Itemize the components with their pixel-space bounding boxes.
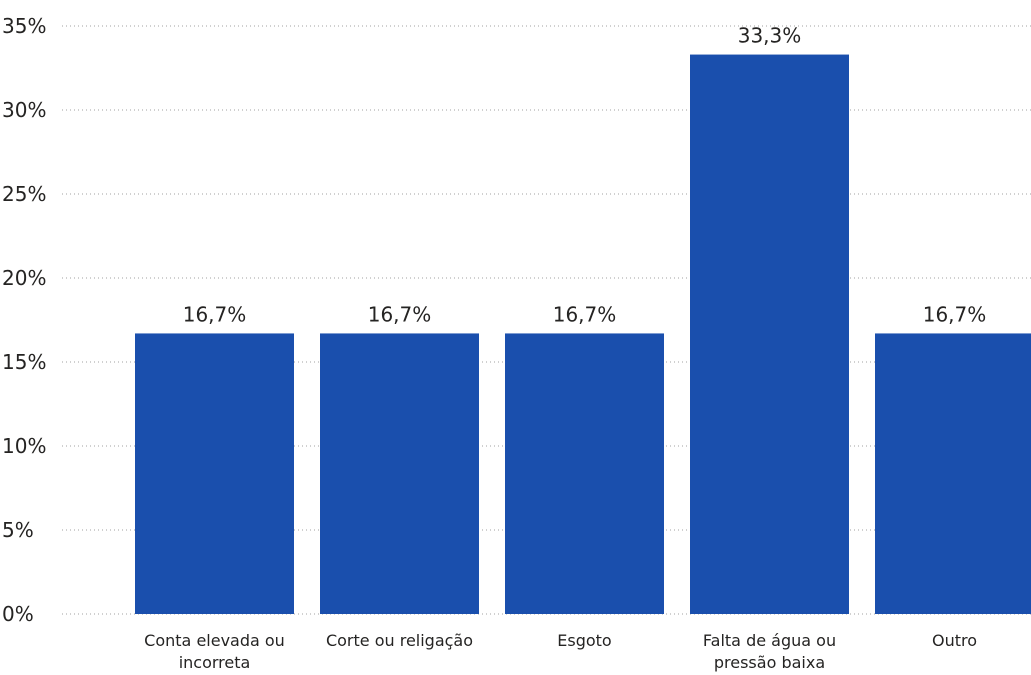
bar <box>505 333 664 614</box>
x-category-label: Corte ou religação <box>326 631 473 650</box>
y-tick-label: 5% <box>2 518 34 542</box>
y-axis-ticks: 0% 5% 10% 15% 20% 25% 30% 35% <box>2 14 46 626</box>
x-category-label: Falta de água ou pressão baixa <box>703 631 836 672</box>
bar <box>320 333 479 614</box>
x-category-label: Esgoto <box>557 631 611 650</box>
y-tick-label: 35% <box>2 14 46 38</box>
y-tick-label: 0% <box>2 602 34 626</box>
x-category-label-line: pressão baixa <box>714 653 825 672</box>
data-label: 16,7% <box>923 302 987 326</box>
bar <box>875 333 1031 614</box>
x-category-label-line: Corte ou religação <box>326 631 473 650</box>
x-category-label-line: incorreta <box>179 653 251 672</box>
y-tick-label: 30% <box>2 98 46 122</box>
y-tick-label: 20% <box>2 266 46 290</box>
data-label: 33,3% <box>738 24 802 48</box>
bar <box>135 333 294 614</box>
x-category-label: Conta elevada ou incorreta <box>144 631 285 672</box>
x-category-label-line: Conta elevada ou <box>144 631 285 650</box>
y-tick-label: 15% <box>2 350 46 374</box>
data-label: 16,7% <box>183 302 247 326</box>
data-labels: 16,7% 16,7% 16,7% 33,3% 16,7% <box>183 24 987 327</box>
data-label: 16,7% <box>553 302 617 326</box>
x-category-label: Outro <box>932 631 977 650</box>
y-tick-label: 10% <box>2 434 46 458</box>
bars <box>135 54 1031 615</box>
x-category-label-line: Esgoto <box>557 631 611 650</box>
x-category-label-line: Outro <box>932 631 977 650</box>
x-category-label-line: Falta de água ou <box>703 631 836 650</box>
y-tick-label: 25% <box>2 182 46 206</box>
x-axis-labels: Conta elevada ou incorreta Corte ou religa… <box>144 631 977 672</box>
data-label: 16,7% <box>368 302 432 326</box>
bar <box>690 54 849 615</box>
